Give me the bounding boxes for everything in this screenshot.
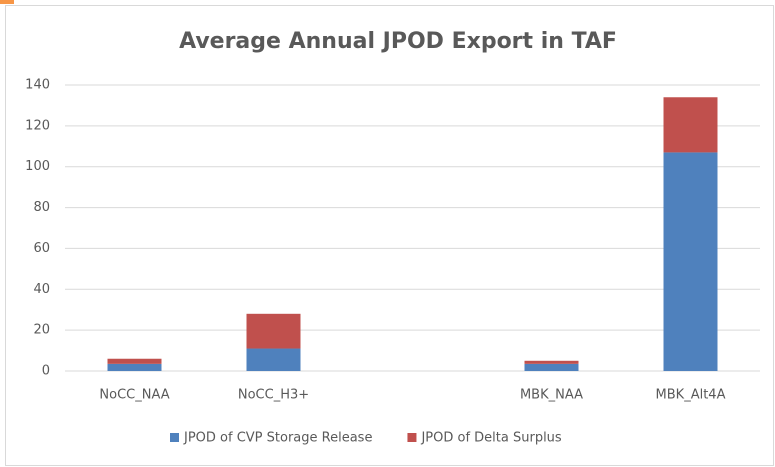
bar-segment	[107, 358, 162, 364]
bar-segment	[246, 313, 301, 349]
bar-segment	[107, 363, 162, 371]
bar-segment	[524, 360, 579, 364]
x-tick-label: NoCC_NAA	[99, 388, 169, 403]
bar-segment	[246, 348, 301, 371]
chart-title: Average Annual JPOD Export in TAF	[179, 29, 617, 54]
legend-label: JPOD of Delta Surplus	[420, 431, 561, 446]
y-tick-label: 140	[25, 78, 50, 93]
y-tick-label: 40	[33, 282, 50, 297]
x-tick-label: MBK_Alt4A	[656, 388, 726, 403]
bar-segment	[663, 152, 718, 371]
x-tick-label: MBK_NAA	[520, 388, 583, 403]
crop-mark	[0, 0, 14, 4]
y-tick-label: 60	[33, 241, 50, 256]
y-tick-label: 20	[33, 323, 50, 338]
chart-frame	[5, 5, 774, 466]
legend-swatch	[170, 433, 179, 442]
x-tick-label: NoCC_H3+	[238, 388, 309, 403]
y-tick-label: 0	[42, 364, 50, 379]
bar-segment	[524, 363, 579, 371]
legend-swatch	[407, 433, 417, 442]
y-tick-label: 80	[33, 200, 50, 215]
y-tick-label: 100	[25, 159, 50, 174]
legend-label: JPOD of CVP Storage Release	[183, 431, 372, 446]
y-tick-label: 120	[25, 118, 50, 133]
bar-segment	[663, 97, 718, 153]
